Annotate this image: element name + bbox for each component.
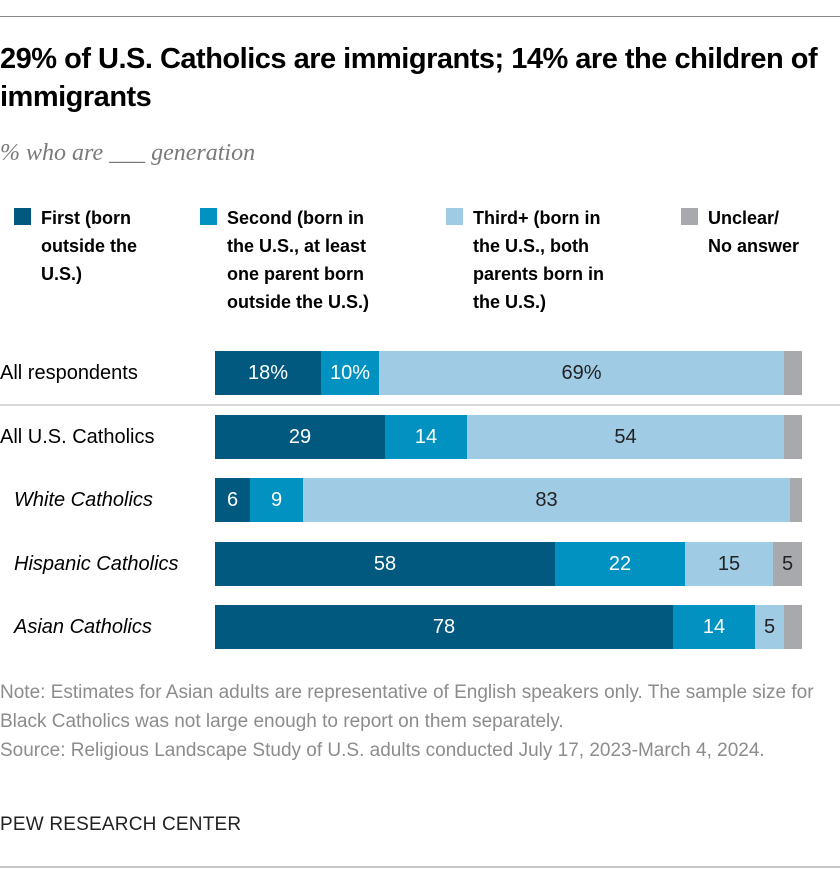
legend-item-third: Third+ (born in the U.S., both parents b… — [446, 204, 604, 316]
data-label-second: 9 — [270, 489, 283, 511]
data-label-second: 10% — [329, 362, 371, 384]
bottom-rule — [0, 866, 840, 868]
note-text: Note: Estimates for Asian adults are rep… — [0, 682, 814, 732]
legend-swatch-third — [446, 208, 463, 225]
row-label: Asian Catholics — [14, 616, 152, 638]
data-label-first: 58 — [373, 553, 397, 575]
data-label-first: 6 — [226, 489, 239, 511]
bar-segment-third — [379, 351, 784, 395]
footer-attribution: PEW RESEARCH CENTER — [0, 814, 242, 835]
legend-swatch-second — [200, 208, 217, 225]
legend-swatch-first — [14, 208, 31, 225]
bar-segment-third — [467, 415, 784, 459]
bar-segment-second — [321, 351, 379, 395]
bar-segment-first — [215, 542, 555, 586]
data-label-third: 54 — [614, 426, 637, 448]
legend-item-first: First (born outside the U.S.) — [14, 204, 137, 288]
data-label-second: 14 — [414, 426, 438, 448]
bar-segment-third — [685, 542, 773, 586]
data-label-first: 18% — [247, 362, 289, 384]
chart-note: Note: Estimates for Asian adults are rep… — [0, 678, 830, 765]
legend-label-third: Third+ (born in the U.S., both parents b… — [473, 208, 605, 312]
legend-item-unclear: Unclear/ No answer — [681, 204, 799, 260]
top-rule — [0, 16, 840, 17]
data-label-third: 83 — [535, 489, 558, 511]
bar-segment-first — [215, 605, 673, 649]
legend-label-second: Second (born in the U.S., at least one p… — [227, 208, 370, 312]
chart-title: 29% of U.S. Catholics are immigrants; 14… — [0, 43, 818, 113]
bar-segment-first — [215, 351, 321, 395]
group-separator — [0, 404, 840, 406]
bar-segment-second — [555, 542, 685, 586]
data-label-unclear: 5 — [781, 553, 794, 575]
bar-segment-second — [250, 478, 303, 522]
bar-segment-first — [215, 478, 250, 522]
data-label-second: 14 — [702, 616, 726, 638]
row-label: White Catholics — [14, 489, 153, 511]
row-label: All respondents — [0, 362, 138, 384]
data-label-third: 15 — [717, 553, 741, 575]
bar-segment-unclear — [773, 542, 802, 586]
data-label-second: 22 — [608, 553, 632, 575]
data-label-third: 69% — [561, 362, 602, 384]
data-label-first: 78 — [432, 616, 456, 638]
legend-swatch-unclear — [681, 208, 698, 225]
row-label: All U.S. Catholics — [0, 426, 155, 448]
bar-segment-unclear — [790, 478, 802, 522]
bar-segment-second — [385, 415, 467, 459]
legend-label-unclear: Unclear/ No answer — [708, 208, 800, 256]
source-text: Source: Religious Landscape Study of U.S… — [0, 740, 765, 761]
bar-segment-unclear — [784, 415, 802, 459]
data-label-third: 5 — [763, 616, 776, 638]
bar-segment-third — [303, 478, 790, 522]
data-label-first: 29 — [288, 426, 312, 448]
bar-segment-third — [755, 605, 784, 649]
bar-segment-unclear — [784, 351, 802, 395]
bar-segment-unclear — [784, 605, 802, 649]
legend-label-first: First (born outside the U.S.) — [41, 208, 138, 284]
row-label: Hispanic Catholics — [14, 553, 179, 575]
legend: First (born outside the U.S.) Second (bo… — [0, 204, 840, 324]
bar-segment-second — [673, 605, 755, 649]
legend-item-second: Second (born in the U.S., at least one p… — [200, 204, 369, 316]
chart-subtitle: % who are ___ generation — [0, 140, 256, 166]
bar-segment-first — [215, 415, 385, 459]
